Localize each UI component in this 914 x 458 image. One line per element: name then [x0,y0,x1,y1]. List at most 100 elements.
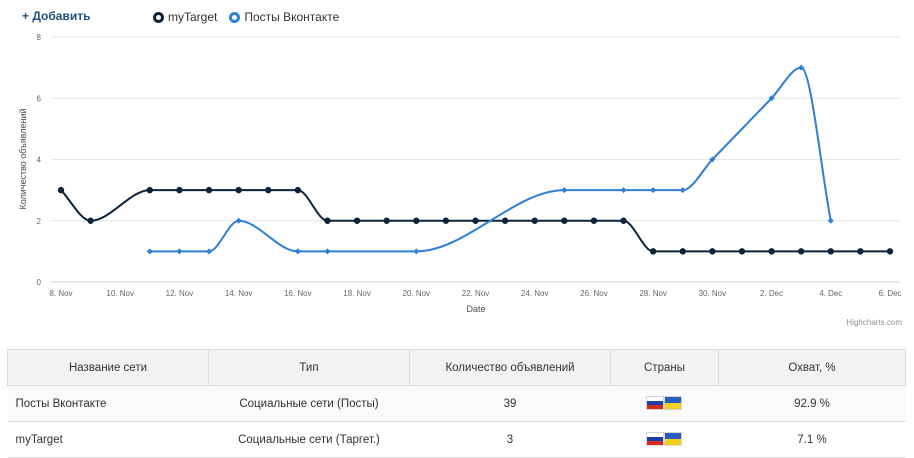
data-point-vk-posts[interactable] [650,187,657,194]
data-point-vk-posts[interactable] [679,187,686,194]
legend-marker-mytarget [153,11,164,23]
legend-marker-vk-posts [229,11,241,23]
data-point-mytarget[interactable] [679,248,686,255]
y-axis-label: Количество объявлений [18,108,28,209]
x-tick-label: 10. Nov [106,289,134,298]
data-point-mytarget[interactable] [531,217,538,224]
data-point-mytarget[interactable] [413,217,420,224]
data-point-vk-posts[interactable] [413,248,420,255]
data-point-mytarget[interactable] [886,248,894,255]
data-point-vk-posts[interactable] [798,64,805,71]
data-point-vk-posts[interactable] [561,187,568,194]
y-tick-label: 2 [37,217,42,226]
data-point-mytarget[interactable] [768,248,775,255]
x-tick-label: 4. Dec [819,289,842,298]
data-point-vk-posts[interactable] [827,217,834,224]
x-tick-label: 6. Dec [878,289,901,298]
y-tick-label: 6 [37,94,42,103]
ua-flag-icon [664,433,681,446]
data-point-mytarget[interactable] [709,248,716,255]
add-button[interactable]: + Добавить [22,9,91,23]
data-point-mytarget[interactable] [501,217,509,224]
x-tick-label: 22. Nov [462,289,490,298]
cell-ad-count: 39 [409,385,611,422]
data-point-mytarget[interactable] [620,217,627,224]
x-tick-label: 28. Nov [639,289,667,298]
data-point-mytarget[interactable] [797,248,805,255]
ru-flag-icon [646,397,663,410]
x-tick-label: 20. Nov [402,289,430,298]
cell-countries [610,421,719,458]
data-point-mytarget[interactable] [235,186,242,194]
x-axis-ticks: 8. Nov 10. Nov 12. Nov 14. Nov 16. Nov 18. No… [49,289,901,298]
data-point-mytarget[interactable] [442,217,450,224]
chart-credits[interactable]: Highcharts.com [846,318,902,327]
data-point-mytarget[interactable] [649,248,657,255]
cell-type: Социальные сети (Посты) [208,385,410,422]
data-point-vk-posts[interactable] [294,248,301,255]
data-point-mytarget[interactable] [738,248,746,255]
data-point-vk-posts[interactable] [146,248,153,255]
cell-countries [610,385,719,422]
x-tick-label: 14. Nov [225,289,253,298]
data-point-mytarget[interactable] [857,248,864,255]
table-row: myTarget Социальные сети (Таргет.) 3 7.1… [7,421,906,458]
data-point-mytarget[interactable] [205,186,213,194]
data-point-mytarget[interactable] [146,186,154,194]
ru-flag-icon [646,433,663,446]
data-point-mytarget[interactable] [265,186,272,194]
data-point-mytarget[interactable] [353,217,361,224]
cell-reach: 7.1 % [718,421,906,458]
cell-type: Социальные сети (Таргет.) [208,421,410,458]
x-tick-label: 16. Nov [284,289,312,298]
cell-network-name: myTarget [7,421,209,458]
data-point-vk-posts[interactable] [324,248,331,255]
data-point-mytarget[interactable] [57,186,65,194]
x-tick-label: 24. Nov [521,289,549,298]
chart-grid [51,36,900,283]
legend-label-vk-posts: Посты Вконтакте [244,10,340,24]
cell-network-name: Посты Вконтакте [7,385,209,422]
x-tick-label: 2. Dec [760,289,783,298]
ua-flag-icon [664,397,681,410]
data-point-mytarget[interactable] [827,248,834,255]
header-ad-count[interactable]: Количество объявлений [409,349,611,386]
legend-item-mytarget[interactable]: myTarget [153,10,217,24]
networks-table: Название сети Тип Количество объявлений … [7,349,906,458]
data-point-mytarget[interactable] [324,217,331,224]
cell-reach: 92.9 % [718,385,906,422]
x-tick-label: 26. Nov [580,289,608,298]
chart-legend: myTarget Посты Вконтакте [153,10,351,24]
legend-item-vk-posts[interactable]: Посты Вконтакте [229,10,339,24]
data-point-vk-posts[interactable] [768,95,775,102]
x-tick-label: 30. Nov [699,289,727,298]
header-reach[interactable]: Охват, % [718,349,906,386]
data-point-mytarget[interactable] [561,217,568,224]
data-point-vk-posts[interactable] [206,248,213,255]
data-point-mytarget[interactable] [472,217,479,224]
data-point-mytarget[interactable] [87,217,94,224]
data-point-mytarget[interactable] [590,217,598,224]
table-header-row: Название сети Тип Количество объявлений … [7,349,906,386]
data-point-vk-posts[interactable] [709,156,716,163]
data-point-mytarget[interactable] [176,186,183,194]
x-tick-label: 8. Nov [49,289,72,298]
top-bar: + Добавить myTarget Посты Вконтакте [0,0,914,34]
header-type[interactable]: Тип [208,349,410,386]
line-chart: 0 2 4 6 8 8. Nov 10. Nov 12. Nov 14. Nov 16. Nov… [18,33,902,314]
x-tick-label: 12. Nov [166,289,194,298]
x-tick-label: 18. Nov [343,289,371,298]
header-network-name[interactable]: Название сети [7,349,209,386]
x-axis-label: Date [466,304,485,314]
chart-series [57,64,894,255]
data-point-vk-posts[interactable] [620,187,627,194]
table-row: Посты Вконтакте Социальные сети (Посты) … [7,385,906,422]
data-point-mytarget[interactable] [294,186,302,194]
legend-label-mytarget: myTarget [168,10,218,24]
y-tick-label: 4 [37,156,42,165]
data-point-vk-posts[interactable] [235,217,242,224]
header-countries[interactable]: Страны [610,349,719,386]
data-point-vk-posts[interactable] [176,248,183,255]
cell-ad-count: 3 [409,421,611,458]
data-point-mytarget[interactable] [383,217,390,224]
